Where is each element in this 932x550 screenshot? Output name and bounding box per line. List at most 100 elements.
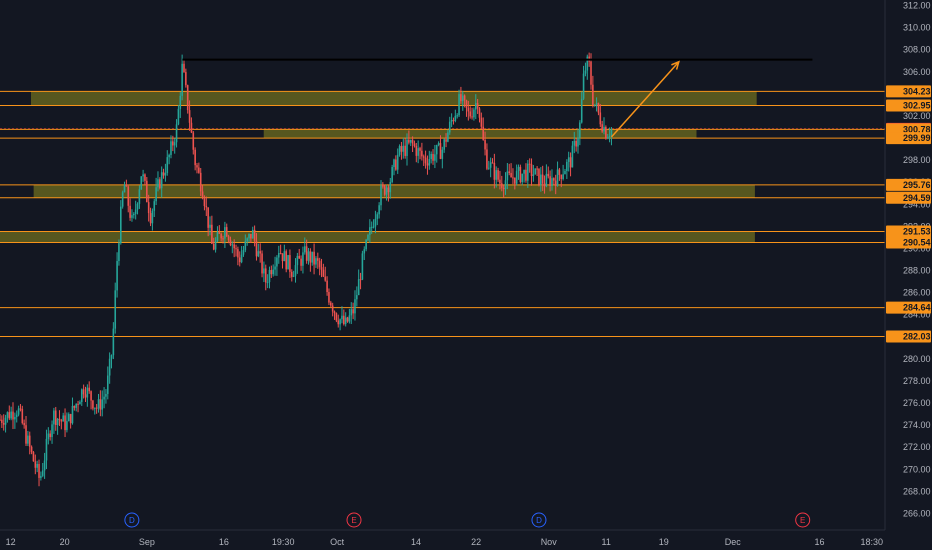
candle-body-147	[272, 269, 274, 275]
price-badge-label-4: 299.99	[903, 133, 931, 143]
candle-body-113	[209, 224, 211, 228]
candle-body-234	[434, 154, 436, 161]
candle-body-150	[277, 253, 280, 258]
candle-body-242	[448, 121, 451, 133]
candle-body-54	[99, 399, 102, 410]
candle-body-96	[177, 108, 180, 125]
candle-body-106	[196, 165, 198, 168]
candle-body-77	[142, 174, 144, 177]
candle-body-273	[506, 171, 509, 181]
candle-body-91	[168, 154, 170, 158]
candle-body-82	[151, 210, 154, 224]
price-tick-294: 294.00	[903, 199, 931, 209]
candle-body-226	[419, 148, 421, 151]
price-tick-310: 310.00	[903, 23, 931, 33]
candle-body-309	[573, 140, 576, 146]
candle-body-4	[6, 412, 9, 418]
event-marker-label-0: D	[129, 516, 135, 525]
sr-zone-1	[263, 128, 697, 139]
candle-body-12	[21, 409, 24, 424]
candle-body-313	[580, 98, 583, 123]
candle-body-215	[398, 146, 401, 155]
price-badge-label-8: 290.54	[903, 237, 931, 247]
candle-body-9	[15, 414, 18, 418]
price-badge-label-7: 291.53	[903, 227, 931, 237]
candle-body-88	[162, 172, 165, 176]
candle-body-271	[502, 187, 505, 190]
candle-body-5	[8, 412, 11, 419]
candle-body-277	[514, 177, 516, 184]
candle-body-199	[369, 227, 371, 235]
candle-body-179	[331, 305, 334, 312]
candle-body-100	[185, 72, 187, 86]
candle-body-227	[421, 150, 423, 157]
time-tick-5: Oct	[330, 537, 345, 547]
candle-body-162	[300, 258, 302, 266]
candle-body-294	[545, 173, 548, 187]
candle-body-291	[540, 174, 542, 185]
candle-body-46	[84, 394, 87, 398]
candle-body-132	[244, 241, 247, 251]
candle-body-22	[40, 475, 42, 478]
price-badge-1	[886, 99, 931, 112]
candle-body-302	[560, 174, 563, 179]
candle-body-204	[378, 205, 380, 215]
candle-body-154	[285, 251, 288, 270]
candle-body-92	[170, 141, 172, 155]
zones-layer	[0, 91, 757, 243]
time-axis: 12 20 Sep 16 19:30 Oct 14 22 Nov 11 19 Dec 16 18:30	[0, 529, 885, 547]
price-badge-0	[886, 85, 931, 98]
candle-body-264	[489, 162, 492, 168]
candle-body-57	[105, 393, 107, 397]
candle-body-233	[432, 153, 434, 161]
candle-body-217	[402, 145, 405, 152]
candle-body-232	[430, 153, 432, 159]
candle-body-191	[354, 299, 356, 314]
time-tick-13: 18:30	[860, 537, 883, 547]
candle-body-156	[289, 255, 291, 272]
price-badge-label-0: 304.23	[903, 86, 931, 96]
candle-body-40	[73, 405, 76, 408]
candle-body-315	[584, 70, 587, 74]
candle-body-255	[473, 109, 475, 118]
candle-body-180	[333, 311, 336, 314]
candle-body-244	[452, 120, 455, 122]
candle-body-49	[90, 391, 92, 401]
candle-body-149	[276, 257, 278, 267]
candle-body-211	[391, 167, 393, 182]
candle-body-51	[93, 407, 96, 409]
candle-body-257	[476, 103, 479, 109]
candle-body-203	[376, 214, 379, 219]
price-tick-270: 270.00	[903, 464, 931, 474]
candle-body-62	[114, 290, 117, 329]
event-marker-2	[531, 512, 547, 528]
candle-body-78	[144, 174, 146, 181]
candle-body-269	[499, 179, 501, 184]
time-tick-12: 16	[815, 537, 825, 547]
candle-body-80	[147, 202, 150, 214]
candle-body-194	[359, 279, 362, 281]
candle-body-195	[361, 253, 364, 280]
candle-body-268	[497, 170, 499, 180]
candle-body-276	[512, 177, 514, 179]
candle-body-178	[330, 302, 332, 306]
price-tick-298: 298.00	[903, 155, 931, 165]
candle-body-116	[214, 240, 217, 250]
candle-body-260	[482, 126, 485, 140]
price-badge-8	[886, 236, 931, 249]
candle-body-182	[337, 320, 340, 325]
candle-body-90	[166, 157, 169, 173]
price-tick-288: 288.00	[903, 266, 931, 276]
candle-body-129	[238, 257, 241, 263]
candle-body-316	[586, 56, 589, 71]
candle-body-124	[229, 239, 232, 246]
candle-body-163	[302, 252, 304, 266]
candle-body-66	[121, 192, 124, 207]
annotations-layer	[182, 58, 813, 138]
candle-body-245	[454, 115, 457, 121]
candle-body-314	[582, 73, 585, 99]
candle-body-52	[95, 407, 98, 409]
